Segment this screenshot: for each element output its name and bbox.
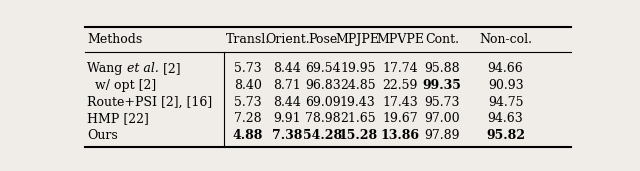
- Text: 97.89: 97.89: [424, 129, 460, 142]
- Text: 8.40: 8.40: [234, 79, 262, 92]
- Text: 94.75: 94.75: [488, 96, 524, 109]
- Text: Methods: Methods: [88, 33, 143, 46]
- Text: MPJPE: MPJPE: [336, 33, 380, 46]
- Text: Route+PSI [2], [16]: Route+PSI [2], [16]: [88, 96, 212, 109]
- Text: 95.88: 95.88: [424, 62, 460, 75]
- Text: 7.28: 7.28: [234, 112, 262, 125]
- Text: 95.82: 95.82: [486, 129, 525, 142]
- Text: 78.98: 78.98: [305, 112, 341, 125]
- Text: 13.86: 13.86: [380, 129, 419, 142]
- Text: Non-col.: Non-col.: [479, 33, 532, 46]
- Text: Orient.: Orient.: [265, 33, 310, 46]
- Text: 19.43: 19.43: [340, 96, 376, 109]
- Text: 5.73: 5.73: [234, 96, 262, 109]
- Text: 17.43: 17.43: [382, 96, 418, 109]
- Text: 69.54: 69.54: [305, 62, 341, 75]
- Text: 19.95: 19.95: [340, 62, 376, 75]
- Text: 96.83: 96.83: [305, 79, 341, 92]
- Text: 97.00: 97.00: [424, 112, 460, 125]
- Text: Wang: Wang: [88, 62, 127, 75]
- Text: Cont.: Cont.: [425, 33, 459, 46]
- Text: Transl.: Transl.: [225, 33, 269, 46]
- Text: 21.65: 21.65: [340, 112, 376, 125]
- Text: 94.63: 94.63: [488, 112, 524, 125]
- Text: 7.38: 7.38: [272, 129, 303, 142]
- Text: 19.67: 19.67: [382, 112, 418, 125]
- Text: Pose: Pose: [308, 33, 338, 46]
- Text: 5.73: 5.73: [234, 62, 262, 75]
- Text: 9.91: 9.91: [273, 112, 301, 125]
- Text: 54.28: 54.28: [303, 129, 342, 142]
- Text: 8.44: 8.44: [273, 96, 301, 109]
- Text: 22.59: 22.59: [382, 79, 418, 92]
- Text: MPVPE: MPVPE: [376, 33, 424, 46]
- Text: 90.93: 90.93: [488, 79, 524, 92]
- Text: et al.: et al.: [127, 62, 159, 75]
- Text: 15.28: 15.28: [338, 129, 378, 142]
- Text: 8.71: 8.71: [273, 79, 301, 92]
- Text: Ours: Ours: [88, 129, 118, 142]
- Text: 94.66: 94.66: [488, 62, 524, 75]
- Text: w/ opt [2]: w/ opt [2]: [88, 79, 157, 92]
- Text: 4.88: 4.88: [232, 129, 263, 142]
- Text: 8.44: 8.44: [273, 62, 301, 75]
- Text: 17.74: 17.74: [382, 62, 418, 75]
- Text: 24.85: 24.85: [340, 79, 376, 92]
- Text: HMP [22]: HMP [22]: [88, 112, 149, 125]
- Text: 69.09: 69.09: [305, 96, 341, 109]
- Text: 99.35: 99.35: [422, 79, 461, 92]
- Text: 95.73: 95.73: [424, 96, 460, 109]
- Text: [2]: [2]: [159, 62, 180, 75]
